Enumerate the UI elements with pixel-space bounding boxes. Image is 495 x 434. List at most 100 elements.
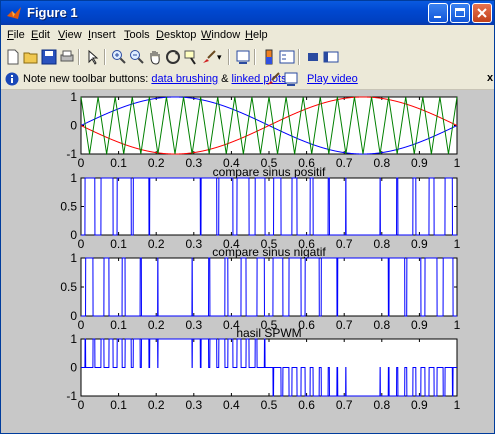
rotate-3d-icon[interactable] (165, 49, 181, 65)
x-tick-label: 0.1 (110, 318, 127, 332)
menu-desktop[interactable]: Desktop (156, 29, 197, 41)
hide-plot-tools-icon[interactable] (305, 49, 321, 65)
x-tick-label: 0.9 (411, 318, 428, 332)
link-plot-icon (284, 72, 298, 86)
x-tick-label: 0.3 (185, 156, 202, 170)
axes-2 (80, 177, 458, 236)
pan-hand-icon[interactable] (147, 49, 163, 65)
brush-dropdown-chevron-down-icon[interactable]: ▾ (217, 52, 222, 62)
x-tick-label: 0.4 (223, 398, 240, 412)
x-tick-label: 0.7 (336, 318, 353, 332)
x-tick-label: 0 (78, 318, 85, 332)
x-tick-label: 0.1 (110, 398, 127, 412)
show-plot-tools-icon[interactable] (323, 49, 339, 65)
info-icon (5, 72, 19, 86)
x-tick-label: 0.3 (185, 318, 202, 332)
toolbar-separator (104, 49, 106, 65)
x-tick-label: 0.6 (298, 398, 315, 412)
print-icon[interactable] (59, 49, 75, 65)
open-file-icon[interactable] (23, 49, 39, 65)
close-icon (477, 8, 487, 18)
x-tick-label: 1 (454, 318, 461, 332)
save-icon[interactable] (41, 49, 57, 65)
axes-3 (80, 257, 458, 317)
legend-icon[interactable] (279, 49, 295, 65)
brush-icon[interactable] (201, 49, 217, 65)
close-infobar-button[interactable]: x (487, 72, 494, 84)
minimize-button[interactable] (428, 3, 448, 23)
menu-tools[interactable]: Tools (124, 29, 150, 41)
data-brushing-link[interactable]: data brushing (151, 73, 219, 85)
linked-plots-link[interactable]: linked plots (231, 73, 287, 85)
x-tick-label: 0.2 (148, 398, 165, 412)
y-tick-label: 1 (70, 90, 77, 104)
colorbar-icon[interactable] (261, 49, 277, 65)
x-tick-label: 0.4 (223, 237, 240, 251)
y-tick-label: 0 (70, 228, 77, 242)
x-tick-label: 0.2 (148, 156, 165, 170)
info-bar: Note new toolbar buttons: data brushing … (1, 69, 494, 90)
info-prefix: Note new toolbar buttons: (23, 73, 152, 85)
y-tick-label: 0 (70, 119, 77, 133)
x-tick-label: 0.5 (261, 237, 278, 251)
x-tick-label: 0.9 (411, 398, 428, 412)
info-text: Note new toolbar buttons: data brushing … (23, 73, 287, 85)
y-tick-label: 1 (70, 171, 77, 185)
menu-window[interactable]: Window (201, 29, 241, 41)
x-tick-label: 0 (78, 156, 85, 170)
menu-file[interactable]: File (7, 29, 25, 41)
x-tick-label: 0.2 (148, 318, 165, 332)
y-tick-label: 1 (70, 251, 77, 265)
toolbar-separator (228, 49, 230, 65)
series-line-1 (81, 177, 457, 236)
x-tick-label: 1 (454, 237, 461, 251)
figure-canvas: 0 0.1 0.2 0.3 0.4 0.5 0.6 0.7 0.8 0.9 1 -1 0 1 0 0.1 0.2… (1, 90, 494, 433)
y-tick-label: 1 (70, 332, 77, 346)
x-tick-label: 0 (78, 398, 85, 412)
x-tick-label: 0.9 (411, 237, 428, 251)
axes-title: hasil SPWM (236, 326, 301, 340)
toolbar-separator (254, 49, 256, 65)
title-bar[interactable]: Figure 1 (1, 1, 494, 25)
series-line-1 (81, 257, 457, 317)
x-tick-label: 0 (78, 237, 85, 251)
link-plot-icon[interactable] (235, 49, 251, 65)
x-tick-label: 0.1 (110, 237, 127, 251)
x-tick-label: 0.9 (411, 156, 428, 170)
x-tick-label: 0.3 (185, 398, 202, 412)
figure-toolbar: ▾ (1, 45, 494, 70)
select-arrow-icon[interactable] (85, 49, 101, 65)
menu-help[interactable]: Help (245, 29, 268, 41)
matlab-icon (7, 7, 21, 19)
y-tick-label: 0.5 (60, 200, 77, 214)
x-tick-label: 0.2 (148, 237, 165, 251)
x-tick-label: 0.7 (336, 398, 353, 412)
menu-view[interactable]: View (58, 29, 82, 41)
toolbar-separator (78, 49, 80, 65)
play-video-link[interactable]: Play video (307, 73, 358, 85)
x-tick-label: 0.6 (298, 237, 315, 251)
zoom-out-icon[interactable] (129, 49, 145, 65)
close-button[interactable] (472, 3, 492, 23)
series-line-2 (80, 96, 458, 155)
menu-insert[interactable]: Insert (88, 29, 116, 41)
data-cursor-icon[interactable] (183, 49, 199, 65)
x-tick-label: 0.4 (223, 156, 240, 170)
menu-edit[interactable]: Edit (31, 29, 50, 41)
x-tick-label: 0.7 (336, 237, 353, 251)
minimize-icon (434, 16, 441, 18)
maximize-button[interactable] (450, 3, 470, 23)
zoom-in-icon[interactable] (111, 49, 127, 65)
x-tick-label: 0.6 (298, 156, 315, 170)
y-tick-label: 0.5 (60, 280, 77, 294)
menu-bar: File Edit View Insert Tools Desktop Wind… (1, 25, 494, 45)
new-figure-icon[interactable] (5, 49, 21, 65)
series-line-3 (80, 95, 458, 156)
brush-icon (267, 72, 280, 85)
x-tick-label: 0.1 (110, 156, 127, 170)
y-tick-label: 0 (70, 309, 77, 323)
x-tick-label: 0.5 (261, 156, 278, 170)
axes-title: compare sinus nigatif (212, 245, 326, 259)
